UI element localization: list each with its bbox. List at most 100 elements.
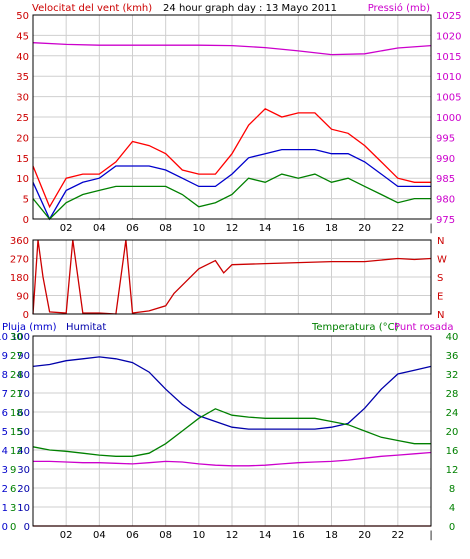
pressure-tick-label: 1010 bbox=[436, 72, 461, 83]
hour-tick-label: 08 bbox=[159, 223, 172, 234]
hour-tick-label: 14 bbox=[259, 223, 272, 234]
temperature-right-tick-label: 4 bbox=[449, 503, 455, 514]
temperature-tick-label: 12 bbox=[10, 446, 23, 457]
temperature-axis-label: Temperatura (°C) bbox=[311, 322, 399, 333]
humidity-tick-label: 70 bbox=[17, 389, 30, 400]
dew-point-axis-label: Punt rosada bbox=[394, 322, 453, 333]
dew_point-line bbox=[33, 451, 432, 467]
wind-tick-label: 15 bbox=[16, 154, 29, 165]
hour-tick-label: 16 bbox=[292, 223, 305, 234]
hour-tick-label: 02 bbox=[60, 530, 73, 541]
rain-tick-label: 3 bbox=[2, 465, 8, 476]
wind-axis-label: Velocitat del vent (kmh) bbox=[32, 3, 152, 14]
hour-tick-label: 16 bbox=[292, 530, 305, 541]
direction-tick-label: 90 bbox=[16, 292, 29, 303]
rain-tick-label: 5 bbox=[2, 427, 8, 438]
temperature-tick-label: 21 bbox=[10, 389, 23, 400]
direction-tick-label: 180 bbox=[10, 273, 29, 284]
temperature-tick-label: 18 bbox=[10, 408, 23, 419]
direction-tick-label: 270 bbox=[10, 255, 29, 266]
pressure-axis-label: Pressió (mb) bbox=[368, 2, 430, 14]
humidity-tick-label: 60 bbox=[17, 408, 30, 419]
temperature-tick-label: 0 bbox=[10, 522, 16, 533]
hour-tick-label: 14 bbox=[259, 530, 272, 541]
pressure-tick-label: 980 bbox=[436, 195, 455, 206]
temperature-right-tick-label: 0 bbox=[449, 522, 455, 533]
compass-tick-label: E bbox=[437, 292, 443, 303]
hour-tick-label: 08 bbox=[159, 530, 172, 541]
humidity-tick-label: 50 bbox=[17, 427, 30, 438]
compass-tick-label: N bbox=[437, 310, 444, 321]
hour-tick-label: | bbox=[429, 530, 432, 541]
temperature-right-tick-label: 20 bbox=[446, 427, 459, 438]
hour-tick-label: 20 bbox=[358, 530, 371, 541]
humidity-tick-label: 20 bbox=[17, 484, 30, 495]
wind-tick-label: 5 bbox=[23, 195, 29, 206]
humidity-tick-label: 0 bbox=[24, 522, 30, 533]
temperature-right-tick-label: 24 bbox=[446, 408, 459, 419]
wind-tick-label: 35 bbox=[16, 72, 29, 83]
hour-tick-label: 10 bbox=[192, 223, 205, 234]
hour-tick-label: 02 bbox=[60, 223, 73, 234]
temperature-right-tick-label: 32 bbox=[446, 370, 459, 381]
gust-line bbox=[32, 108, 431, 209]
hour-tick-label: 04 bbox=[93, 223, 106, 234]
rain-tick-label: 8 bbox=[2, 370, 8, 381]
hour-tick-label: 06 bbox=[126, 530, 139, 541]
hour-tick-label: 06 bbox=[126, 223, 139, 234]
compass-tick-label: S bbox=[437, 273, 443, 284]
compass-tick-label: N bbox=[437, 236, 444, 247]
temperature-right-tick-label: 12 bbox=[446, 465, 459, 476]
humidity-tick-label: 40 bbox=[17, 446, 30, 457]
temperature-tick-label: 30 bbox=[10, 332, 23, 343]
wind-tick-label: 20 bbox=[16, 133, 29, 144]
pressure-tick-label: 1020 bbox=[436, 31, 461, 42]
temperature-right-tick-label: 36 bbox=[446, 351, 459, 362]
hour-tick-label: 04 bbox=[93, 530, 106, 541]
wind-pressure-panel bbox=[32, 14, 432, 220]
hour-tick-label: | bbox=[429, 223, 432, 234]
hour-tick-label: 22 bbox=[391, 223, 404, 234]
temperature-right-tick-label: 28 bbox=[446, 389, 459, 400]
wind-tick-label: 10 bbox=[16, 174, 29, 185]
temperature-tick-label: 27 bbox=[10, 351, 23, 362]
hour-tick-label: 10 bbox=[192, 530, 205, 541]
wind_avg-line bbox=[32, 148, 431, 221]
humidity-tick-label: 30 bbox=[17, 465, 30, 476]
wind_dir-line bbox=[32, 239, 432, 315]
humidity-tick-label: 90 bbox=[17, 351, 30, 362]
temperature-tick-label: 3 bbox=[10, 503, 16, 514]
humidity-line bbox=[32, 356, 432, 430]
wind-tick-label: 40 bbox=[16, 52, 29, 63]
direction-tick-label: 360 bbox=[10, 236, 29, 247]
temperature-right-tick-label: 40 bbox=[446, 332, 459, 343]
rain-tick-label: 2 bbox=[2, 484, 8, 495]
temperature-right-tick-label: 16 bbox=[446, 446, 459, 457]
hour-tick-label: 12 bbox=[226, 530, 239, 541]
wind_low-line bbox=[32, 173, 431, 220]
pressure-tick-label: 1000 bbox=[436, 113, 461, 124]
chart-title: 24 hour graph day : 13 Mayo 2011 bbox=[163, 3, 337, 14]
wind-tick-label: 30 bbox=[16, 93, 29, 104]
pressure-line bbox=[32, 42, 432, 56]
pressure-tick-label: 975 bbox=[436, 215, 455, 226]
rain-tick-label: 6 bbox=[2, 408, 8, 419]
rain-axis-label: Pluja (mm) bbox=[2, 322, 57, 333]
temperature-right-tick-label: 8 bbox=[449, 484, 455, 495]
pressure-tick-label: 995 bbox=[436, 133, 455, 144]
wind-direction-panel bbox=[32, 239, 432, 315]
rain-tick-label: 9 bbox=[2, 351, 8, 362]
humidity-tick-label: 10 bbox=[17, 503, 30, 514]
rain-tick-label: 4 bbox=[2, 446, 8, 457]
rain-tick-label: 1 bbox=[2, 503, 8, 514]
hour-tick-label: 18 bbox=[325, 223, 338, 234]
rain-tick-label: 7 bbox=[2, 389, 8, 400]
pressure-tick-label: 1015 bbox=[436, 52, 461, 63]
temperature-tick-label: 15 bbox=[10, 427, 23, 438]
hour-tick-label: 12 bbox=[226, 223, 239, 234]
pressure-tick-label: 990 bbox=[436, 154, 455, 165]
direction-tick-label: 0 bbox=[23, 310, 29, 321]
wind-tick-label: 45 bbox=[16, 31, 29, 42]
temperature-tick-label: 6 bbox=[10, 484, 16, 495]
